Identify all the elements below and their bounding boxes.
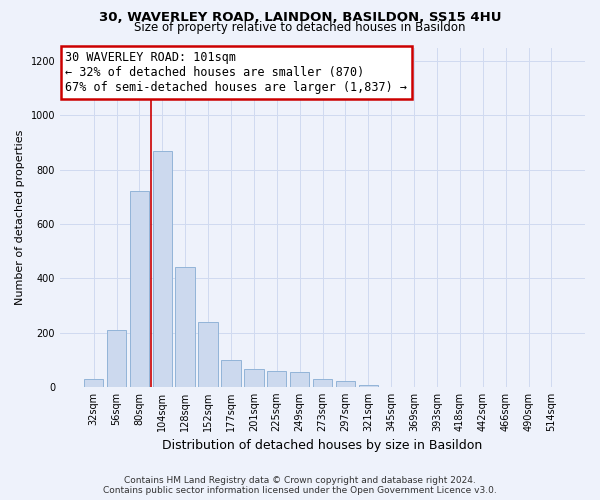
Bar bbox=[152, 150, 172, 387]
Bar bbox=[221, 360, 241, 387]
Bar bbox=[175, 268, 195, 387]
Bar bbox=[313, 378, 332, 387]
Bar bbox=[244, 369, 263, 387]
Bar bbox=[199, 322, 218, 387]
Text: 30 WAVERLEY ROAD: 101sqm
← 32% of detached houses are smaller (870)
67% of semi-: 30 WAVERLEY ROAD: 101sqm ← 32% of detach… bbox=[65, 51, 407, 94]
Bar bbox=[267, 370, 286, 387]
X-axis label: Distribution of detached houses by size in Basildon: Distribution of detached houses by size … bbox=[163, 440, 482, 452]
Bar bbox=[359, 386, 378, 387]
Text: Size of property relative to detached houses in Basildon: Size of property relative to detached ho… bbox=[134, 21, 466, 34]
Bar bbox=[84, 378, 103, 387]
Bar bbox=[335, 382, 355, 387]
Bar bbox=[130, 192, 149, 387]
Bar bbox=[290, 372, 310, 387]
Bar bbox=[107, 330, 126, 387]
Text: 30, WAVERLEY ROAD, LAINDON, BASILDON, SS15 4HU: 30, WAVERLEY ROAD, LAINDON, BASILDON, SS… bbox=[99, 11, 501, 24]
Text: Contains HM Land Registry data © Crown copyright and database right 2024.
Contai: Contains HM Land Registry data © Crown c… bbox=[103, 476, 497, 495]
Y-axis label: Number of detached properties: Number of detached properties bbox=[15, 130, 25, 305]
